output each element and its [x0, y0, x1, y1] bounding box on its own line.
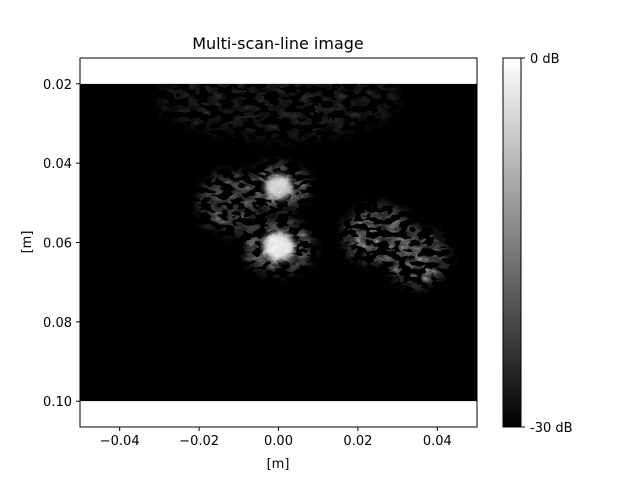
y-tick-label-4: 0.10	[43, 395, 72, 410]
y-axis: 0.02 0.04 0.06 0.08 0.10	[43, 78, 80, 410]
y-tick-label-3: 0.08	[43, 316, 72, 331]
colorbar	[502, 57, 522, 428]
colorbar-top-label: 0 dB	[530, 52, 560, 67]
y-tick-label-1: 0.04	[43, 157, 72, 172]
bright-cores	[263, 174, 294, 261]
x-tick-label-0: −0.04	[100, 434, 140, 449]
chart-title: Multi-scan-line image	[192, 34, 364, 53]
y-axis-label: [m]	[20, 231, 35, 254]
bright-region-center-upper	[265, 174, 292, 200]
x-axis-label: [m]	[267, 457, 290, 472]
x-axis: −0.04 −0.02 0.00 0.02 0.04	[100, 427, 452, 449]
x-tick-label-1: −0.02	[179, 434, 219, 449]
colorbar-bottom-label: -30 dB	[530, 421, 573, 436]
x-tick-label-3: 0.02	[343, 434, 372, 449]
y-tick-label-2: 0.06	[43, 237, 72, 252]
x-tick-label-4: 0.04	[423, 434, 452, 449]
ultrasound-image	[80, 83, 477, 402]
bright-region-center-lower	[263, 232, 294, 261]
x-tick-label-2: 0.00	[264, 434, 293, 449]
y-tick-label-0: 0.02	[43, 78, 72, 93]
